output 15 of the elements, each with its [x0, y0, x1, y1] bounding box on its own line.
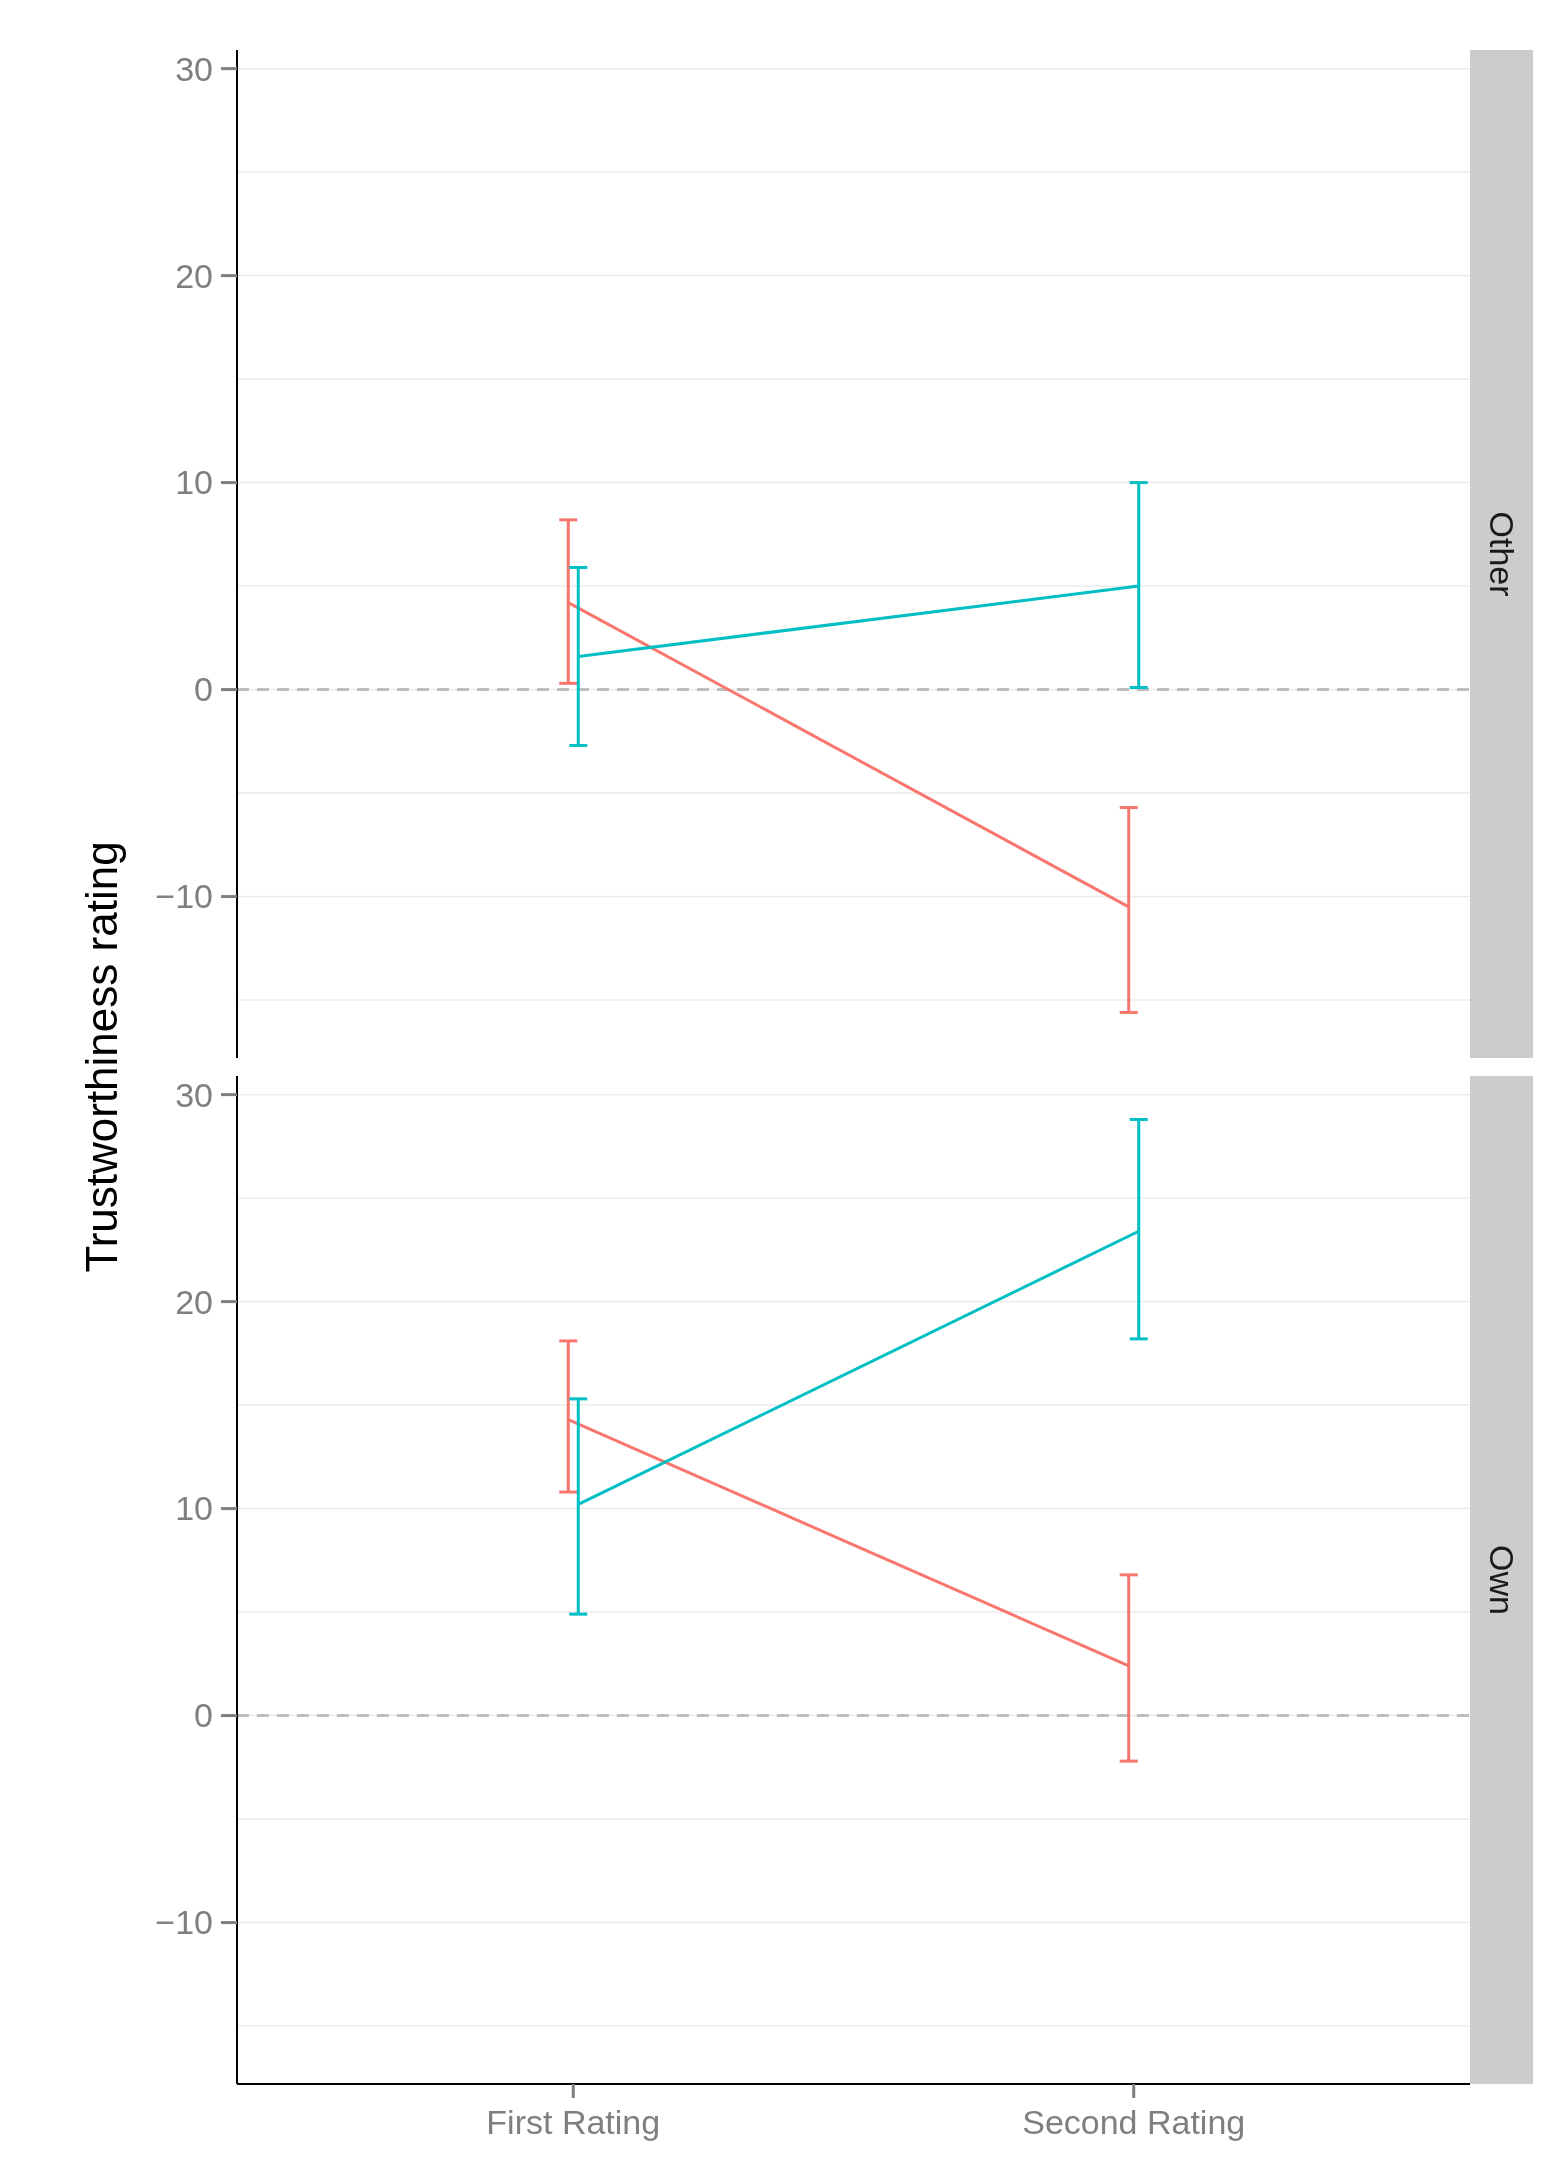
y-tick-label: 0	[194, 1696, 213, 1735]
y-tick-label: 20	[175, 256, 213, 295]
y-axis-title: Trustworthiness rating	[77, 841, 127, 1273]
y-tick-label: 20	[175, 1282, 213, 1321]
y-tick-label: 0	[194, 670, 213, 709]
y-tick-label: 30	[175, 49, 213, 88]
y-tick-label: −10	[155, 877, 213, 916]
y-tick-label: 10	[175, 1489, 213, 1528]
y-tick-label: −10	[155, 1903, 213, 1942]
x-tick-label: Second Rating	[1022, 2103, 1246, 2141]
text: Other	[1482, 511, 1521, 597]
x-tick-label: First Rating	[486, 2103, 661, 2141]
text: Own	[1482, 1545, 1521, 1615]
y-tick-label: 30	[175, 1075, 213, 1114]
y-tick-label: 10	[175, 463, 213, 502]
